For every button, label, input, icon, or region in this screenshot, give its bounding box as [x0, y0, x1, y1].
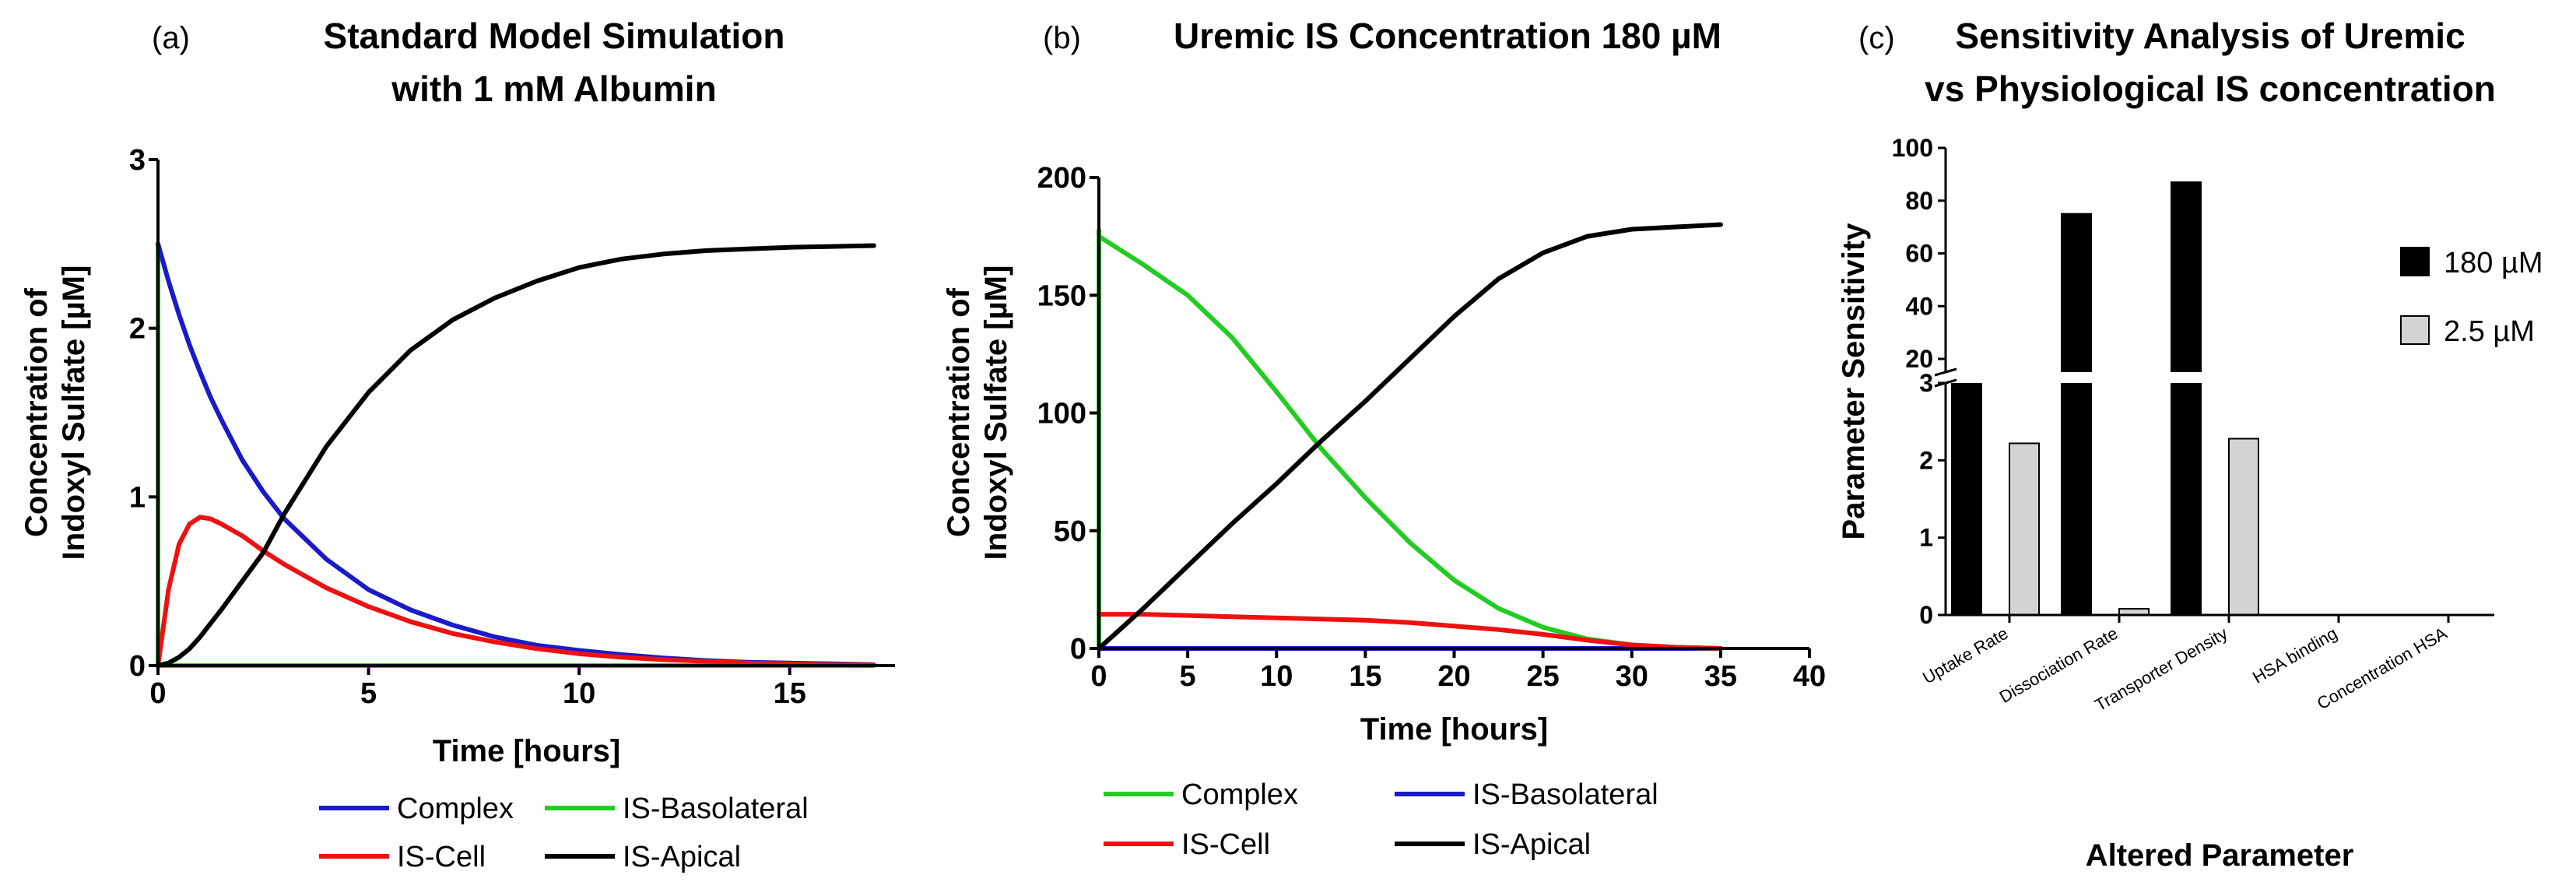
- panel-b-title: Uremic IS Concentration 180 µM: [1174, 16, 1721, 56]
- x-tick-label: 5: [360, 677, 377, 710]
- chart-a: 0 1 2 3 0 5 10 15 Time [hours] Concentration of In…: [19, 144, 895, 873]
- y-tick-label: 0: [129, 650, 146, 683]
- y-tick-label-lower: 1: [1919, 524, 1933, 552]
- bar-transporter-density-180-upper: [2171, 181, 2202, 373]
- bar-uptake-rate-2-5: [2009, 442, 2040, 616]
- y-tick-label-lower: 3: [1919, 369, 1933, 397]
- legend-label-is-basolateral: IS-Basolateral: [623, 792, 809, 825]
- x-tick-label: 30: [1616, 660, 1648, 693]
- x-tick-label: 15: [1349, 660, 1381, 693]
- bar-uptake-rate-180-lower: [1951, 382, 1982, 616]
- legend-swatch-180: [2400, 247, 2430, 276]
- legend-label-is-apical: IS-Apical: [623, 841, 741, 873]
- series-line-is-apical: [156, 243, 876, 668]
- x-tick-label: 20: [1437, 660, 1470, 693]
- y-tick-label: 1: [129, 481, 146, 514]
- legend-swatch-2-5: [2400, 315, 2430, 345]
- legend-label-is-apical: IS-Apical: [1472, 828, 1591, 861]
- y-tick-label: 0: [1070, 633, 1086, 666]
- y-tick-label: 100: [1037, 398, 1086, 430]
- bar-transporter-density-2-5: [2228, 437, 2259, 617]
- x-tick-label: 5: [1180, 660, 1196, 693]
- legend-label-is-cell: IS-Cell: [1181, 828, 1270, 861]
- legend-label-2-5: 2.5 µM: [2444, 315, 2535, 348]
- x-tick-label: 15: [774, 677, 806, 710]
- series-line-is-cell: [156, 515, 876, 668]
- x-tick-label: 35: [1704, 660, 1737, 693]
- y-tick-label: 2: [129, 313, 146, 346]
- bar-transporter-density-180-lower: [2171, 382, 2202, 616]
- category-label: Uptake Rate: [1919, 624, 2011, 688]
- series-line-complex: [156, 241, 876, 667]
- y-tick-label: 200: [1037, 162, 1086, 195]
- y-tick-label-upper: 80: [1905, 187, 1933, 215]
- legend-label-is-basolateral: IS-Basolateral: [1472, 778, 1658, 811]
- y-axis-label-line-1: Concentration of: [19, 287, 54, 537]
- bar-dissociation-rate-180-upper: [2061, 213, 2092, 373]
- bar-dissociation-rate-180-break-gap: [2060, 372, 2093, 383]
- chart-b: 0 50 100 150 200 0 5 10 15 20 25 30 35 40 Time [hours]…: [942, 162, 1826, 861]
- panel-a-title-line-1: Standard Model Simulation: [324, 16, 785, 56]
- x-tick-label: 25: [1526, 660, 1559, 693]
- x-tick-label: 40: [1793, 660, 1826, 693]
- y-axis-label: Parameter Sensitivity: [1837, 223, 1871, 540]
- panel-b-label: (b): [1043, 21, 1081, 55]
- y-tick-label-upper: 40: [1905, 292, 1933, 320]
- series-line-is-apical: [1097, 222, 1723, 651]
- y-tick-label-upper: 20: [1905, 345, 1933, 373]
- axis-break-mark-upper: [1934, 367, 1957, 377]
- legend-label-180: 180 µM: [2444, 247, 2543, 279]
- category-label: HSA binding: [2249, 624, 2340, 687]
- y-axis-label-line-1: Concentration of: [942, 287, 976, 537]
- series-line-is-cell: [1097, 612, 1723, 651]
- x-tick-label: 10: [563, 677, 595, 710]
- y-axis-label-line-2: Indoxyl Sulfate [µM]: [57, 265, 91, 560]
- y-axis-label-line-2: Indoxyl Sulfate [µM]: [979, 265, 1013, 560]
- panel-a-label: (a): [152, 21, 190, 55]
- bar-dissociation-rate-180-lower: [2061, 382, 2092, 616]
- series-line-complex: [1097, 234, 1723, 651]
- panel-c-title-line-2: vs Physiological IS concentration: [1925, 69, 2496, 109]
- x-axis-label: Time [hours]: [433, 734, 621, 768]
- y-tick-label-upper: 100: [1892, 134, 1933, 162]
- y-tick-label-lower: 2: [1919, 446, 1933, 474]
- x-tick-label: 10: [1260, 660, 1293, 693]
- y-tick-label-lower: 0: [1919, 601, 1933, 629]
- x-tick-label: 0: [1090, 660, 1107, 693]
- legend-label-is-cell: IS-Cell: [397, 841, 486, 873]
- y-tick-label-upper: 60: [1905, 240, 1933, 268]
- x-tick-label: 0: [149, 677, 166, 710]
- panel-c-title-line-1: Sensitivity Analysis of Uremic: [1955, 16, 2465, 56]
- legend-label-complex: Complex: [1181, 778, 1298, 811]
- y-tick-label: 50: [1054, 515, 1086, 548]
- y-tick-label: 150: [1037, 279, 1086, 312]
- x-axis-label: Altered Parameter: [2086, 838, 2354, 873]
- panel-a-title-line-2: with 1 mM Albumin: [391, 69, 716, 109]
- panel-c-label: (c): [1858, 21, 1895, 55]
- bar-uptake-rate-180-break-gap: [1950, 372, 1983, 383]
- legend-label-complex: Complex: [397, 792, 514, 825]
- x-axis-label: Time [hours]: [1360, 712, 1549, 747]
- y-tick-label: 3: [129, 144, 146, 177]
- bar-transporter-density-180-break-gap: [2170, 372, 2202, 383]
